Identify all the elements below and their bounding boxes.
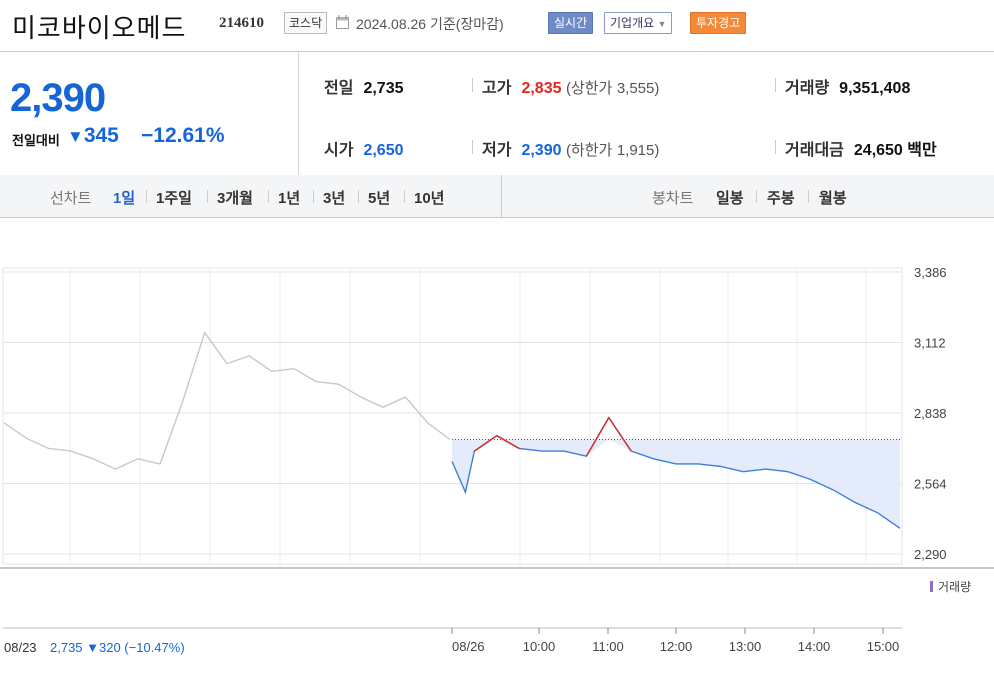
y-tick-label: 3,386 <box>914 265 947 280</box>
open-label: 시가 <box>324 142 354 159</box>
volume-value: 9,351,408 <box>839 80 911 97</box>
price-box: 2,390 전일대비 ▼345 −12.61% <box>0 52 299 175</box>
upper-limit-label: (상한가 <box>565 80 613 97</box>
prev-close: 전일 2,735 <box>324 74 404 98</box>
separator <box>404 190 405 203</box>
separator <box>756 190 757 203</box>
high-price: 고가 2,835 (상한가 3,555) <box>482 74 659 98</box>
prev-close-label: 전일 <box>324 80 354 97</box>
x-tick-label: 08/26 <box>452 639 485 654</box>
prev-close-value: 2,735 <box>363 80 404 97</box>
prev-day-date: 08/23 <box>4 640 37 655</box>
lower-limit-label: (하한가 <box>565 142 613 159</box>
separator <box>775 140 776 154</box>
tab-1y[interactable]: 1년 <box>278 190 301 207</box>
x-tick-label: 15:00 <box>867 639 900 654</box>
low-price: 저가 2,390 (하한가 1,915) <box>482 136 659 160</box>
tab-3y[interactable]: 3년 <box>323 190 346 207</box>
amount-value: 24,650 <box>853 142 903 159</box>
volume-legend-label: 거래량 <box>938 580 971 594</box>
above-reference-segment <box>474 435 498 452</box>
volume: 거래량 9,351,408 <box>785 74 910 98</box>
separator <box>268 190 269 203</box>
price-change: ▼345 <box>67 124 119 148</box>
tab-daily[interactable]: 일봉 <box>716 190 744 207</box>
base-date: 2024.08.26 기준(장마감) <box>356 16 504 32</box>
separator <box>146 190 147 203</box>
separator <box>313 190 314 203</box>
tab-divider <box>501 175 502 217</box>
upper-limit-value: 3,555) <box>616 80 660 97</box>
chevron-down-icon: ▼ <box>657 19 667 29</box>
open-value: 2,650 <box>363 142 404 159</box>
tab-1w[interactable]: 1주일 <box>156 190 192 207</box>
above-reference-segment <box>608 417 632 452</box>
amount-unit: 백만 <box>907 142 937 159</box>
high-value: 2,835 <box>521 80 562 97</box>
above-reference-segment <box>496 435 520 450</box>
x-tick-label: 13:00 <box>729 639 762 654</box>
separator <box>775 78 776 92</box>
company-overview-button[interactable]: 기업개요 ▼ <box>604 12 673 34</box>
stock-name: 미코바이오메드 <box>12 14 187 44</box>
x-tick-label: 14:00 <box>798 639 831 654</box>
x-tick-label: 11:00 <box>592 639 624 654</box>
stock-header: 미코바이오메드 214610 코스닥 2024.08.26 기준(장마감) 실시… <box>0 0 994 50</box>
separator <box>472 78 473 92</box>
prev-day-summary: 2,735 ▼320 (−10.47%) <box>50 640 185 655</box>
tab-1d[interactable]: 1일 <box>113 190 136 207</box>
y-tick-label: 2,290 <box>914 547 947 562</box>
volume-label: 거래량 <box>785 80 830 97</box>
price-change-value: 345 <box>83 124 119 147</box>
current-price: 2,390 <box>10 76 106 120</box>
high-label: 고가 <box>482 80 512 97</box>
stock-code: 214610 <box>219 15 264 31</box>
below-reference-area <box>452 439 900 529</box>
realtime-button[interactable]: 실시간 <box>548 12 594 34</box>
x-tick-label: 10:00 <box>523 639 556 654</box>
y-tick-label: 2,564 <box>914 477 947 492</box>
company-overview-label: 기업개요 <box>610 16 655 30</box>
separator <box>808 190 809 203</box>
market-badge: 코스닥 <box>284 12 328 34</box>
quote-panel: 2,390 전일대비 ▼345 −12.61% 전일 2,735 시가 2,650 … <box>0 51 994 176</box>
change-percent: −12.61% <box>141 124 225 147</box>
low-label: 저가 <box>482 142 512 159</box>
y-tick-label: 3,112 <box>914 336 946 351</box>
separator <box>472 140 473 154</box>
calendar-icon <box>336 15 349 29</box>
chart-frame <box>2 267 903 565</box>
tab-weekly[interactable]: 주봉 <box>767 190 795 207</box>
x-tick-label: 12:00 <box>660 639 693 654</box>
y-tick-label: 2,838 <box>914 406 947 421</box>
tab-10y[interactable]: 10년 <box>414 190 445 207</box>
trade-amount: 거래대금 24,650 백만 <box>785 136 937 160</box>
open-price: 시가 2,650 <box>324 136 404 160</box>
lower-limit-value: 1,915) <box>616 142 660 159</box>
volume-legend-swatch <box>930 581 933 592</box>
candle-chart-label: 봉차트 <box>652 190 694 207</box>
separator <box>358 190 359 203</box>
compare-label: 전일대비 <box>12 133 60 148</box>
investment-warning-badge[interactable]: 투자경고 <box>690 12 747 34</box>
line-chart-label: 선차트 <box>50 190 92 207</box>
low-value: 2,390 <box>521 142 562 159</box>
above-reference-segment <box>585 417 610 457</box>
tab-5y[interactable]: 5년 <box>368 190 391 207</box>
down-arrow-icon: ▼ <box>67 127 84 146</box>
tab-monthly[interactable]: 월봉 <box>819 190 847 207</box>
separator <box>207 190 208 203</box>
amount-label: 거래대금 <box>785 142 844 159</box>
previous-day-line <box>3 331 451 470</box>
chart-tabs: 선차트 1일 1주일 3개월 1년 3년 5년 10년 봉차트 일봉 주봉 월봉 <box>0 175 994 218</box>
tab-3m[interactable]: 3개월 <box>217 190 253 207</box>
